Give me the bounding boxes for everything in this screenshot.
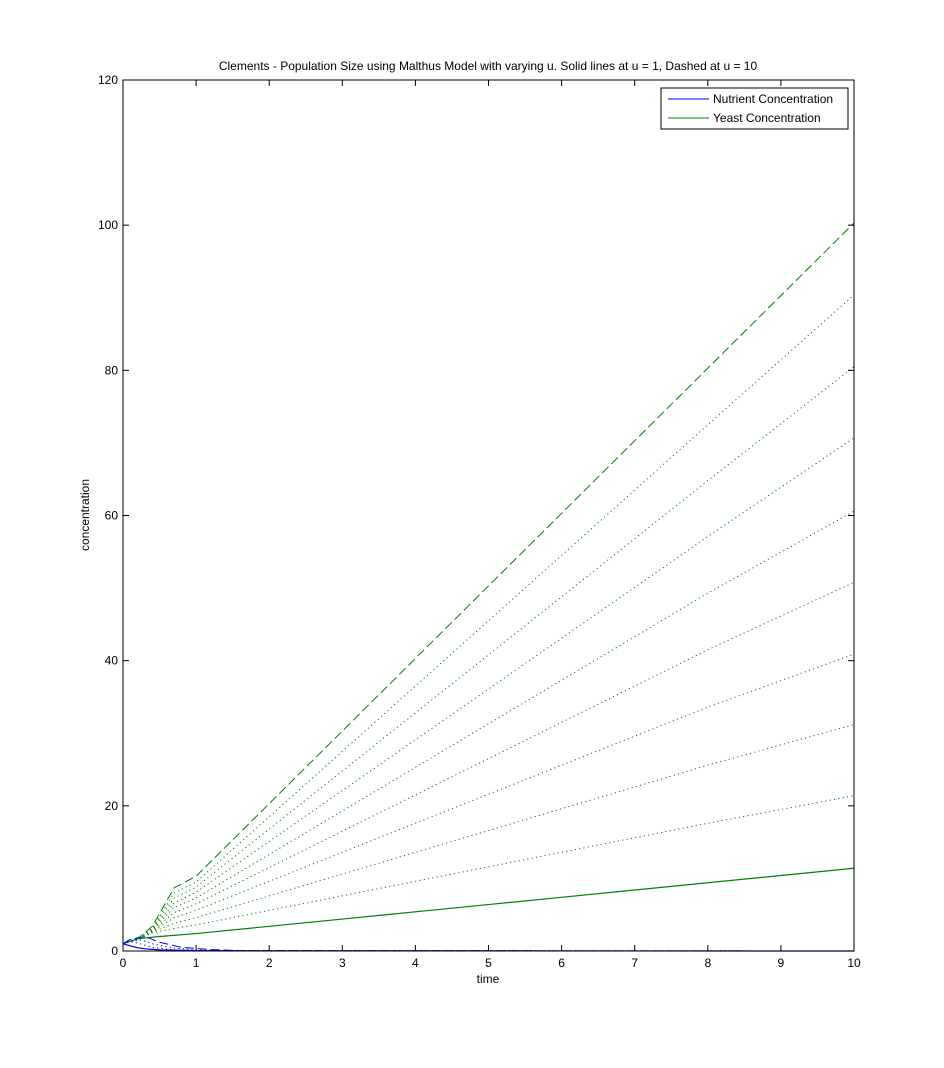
legend-box [660, 87, 849, 130]
y-tick-label: 40 [105, 654, 119, 668]
x-tick-label: 0 [120, 956, 127, 970]
legend-label-yeast: Yeast Concentration [713, 111, 821, 125]
yeast-line-u7 [122, 437, 855, 945]
yeast-line-u8 [122, 366, 855, 945]
yeast-line-u1 [122, 867, 855, 945]
y-tick-label: 0 [111, 944, 118, 958]
yeast-line-u10 [122, 222, 855, 945]
x-tick-label: 6 [558, 956, 565, 970]
legend-label-nutrient: Nutrient Concentration [713, 92, 833, 106]
x-tick-label: 1 [193, 956, 200, 970]
plot-area [123, 80, 854, 951]
y-tick-label: 20 [105, 799, 119, 813]
y-tick-label: 60 [105, 509, 119, 523]
x-tick-label: 2 [266, 956, 273, 970]
y-tick-label: 80 [105, 363, 119, 377]
y-tick-label: 120 [98, 73, 118, 87]
legend: Nutrient Concentration Yeast Concentrati… [660, 87, 849, 130]
x-tick-label: 3 [339, 956, 346, 970]
x-tick-label: 9 [778, 956, 785, 970]
x-tick-label: 10 [847, 956, 861, 970]
x-tick-label: 8 [704, 956, 711, 970]
y-axis-title: concentration [78, 479, 92, 551]
chart-title: Clements - Population Size using Malthus… [219, 59, 758, 73]
nutrient-line-u5 [122, 939, 855, 952]
x-tick-label: 4 [412, 956, 419, 970]
x-axis-title: time [477, 972, 500, 986]
y-tick-label: 100 [98, 218, 118, 232]
yeast-line-u6 [122, 510, 855, 945]
x-tick-label: 7 [631, 956, 638, 970]
x-tick-label: 5 [485, 956, 492, 970]
